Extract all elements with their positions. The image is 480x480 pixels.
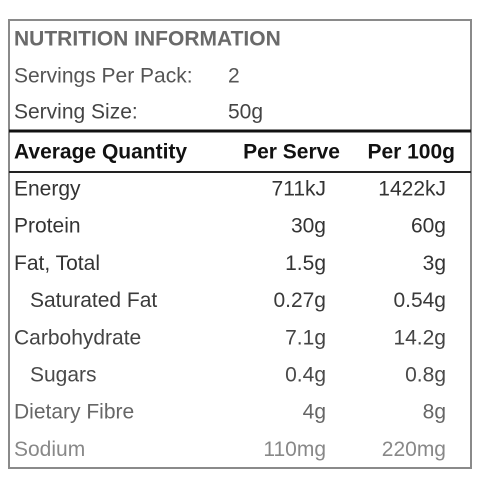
servings-value: 2 xyxy=(228,65,240,88)
nutrient-name: Carbohydrate xyxy=(14,326,141,349)
per-serve: 1.5g xyxy=(285,252,326,275)
nutrient-name: Dietary Fibre xyxy=(14,401,134,424)
nutrient-name: Fat, Total xyxy=(14,252,100,275)
serving-size-label: Serving Size: xyxy=(14,101,138,124)
per-serve: 7.1g xyxy=(285,326,326,349)
per-serve: 4g xyxy=(303,401,326,424)
nutrient-name: Sugars xyxy=(30,364,97,387)
per-serve: 30g xyxy=(291,215,326,238)
per-serve: 0.4g xyxy=(285,364,326,387)
column-header: Average Quantity xyxy=(14,141,187,164)
column-header: Per 100g xyxy=(367,141,455,164)
panel-title: NUTRITION INFORMATION xyxy=(14,28,281,51)
column-header: Per Serve xyxy=(243,141,340,164)
servings-label: Servings Per Pack: xyxy=(14,65,193,88)
nutrient-name: Energy xyxy=(14,178,81,201)
nutrient-name: Protein xyxy=(14,215,81,238)
per-serve: 0.27g xyxy=(273,289,326,312)
per-100g: 1422kJ xyxy=(378,178,446,201)
per-100g: 14.2g xyxy=(393,326,446,349)
nutrient-name: Saturated Fat xyxy=(30,289,157,312)
panel-border xyxy=(8,19,472,469)
per-100g: 60g xyxy=(411,215,446,238)
per-100g: 3g xyxy=(423,252,446,275)
per-100g: 0.54g xyxy=(393,289,446,312)
per-serve: 711kJ xyxy=(272,178,326,201)
serving-size-value: 50g xyxy=(228,101,263,124)
per-serve: 110mg xyxy=(263,438,326,461)
per-100g: 8g xyxy=(423,401,446,424)
nutrient-name: Sodium xyxy=(14,438,85,461)
per-100g: 220mg xyxy=(382,438,446,461)
table-body: Energy 711kJ 1422kJ Protein 30g 60g Fat, Total… xyxy=(14,178,446,461)
per-100g: 0.8g xyxy=(405,364,446,387)
